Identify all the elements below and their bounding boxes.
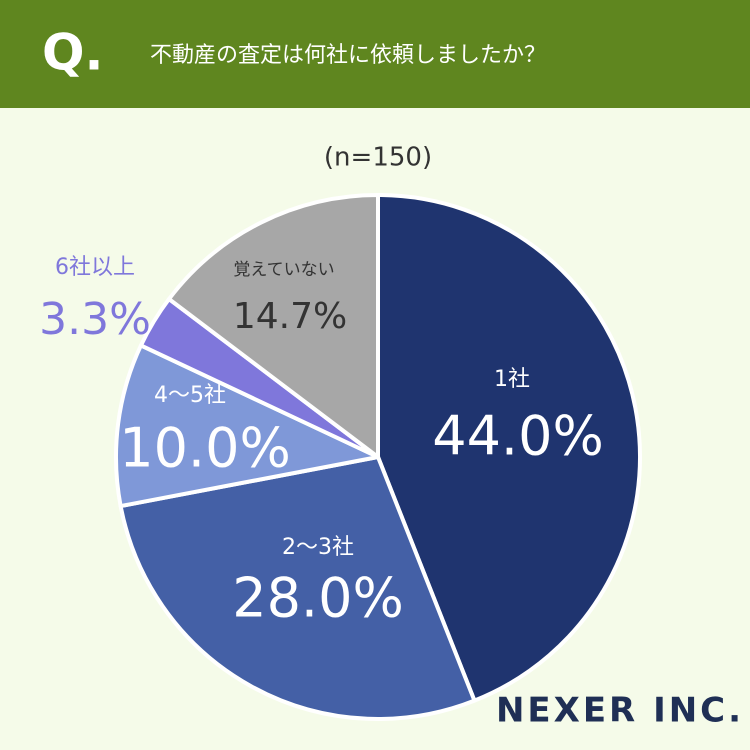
- pie: [114, 193, 642, 721]
- value-label: 10.0%: [119, 417, 291, 480]
- slice-label: 1社: [494, 367, 530, 392]
- question-mark: Q.: [42, 24, 104, 82]
- value-label: 3.3%: [39, 294, 151, 345]
- pie-slice: [166, 193, 380, 459]
- value-label: 14.7%: [233, 296, 347, 337]
- sample-size: (n=150): [324, 143, 432, 173]
- pie-slice: [114, 343, 380, 509]
- slice-label: 4〜5社: [154, 383, 226, 408]
- value-label: 28.0%: [232, 567, 404, 630]
- slice-label: 2〜3社: [282, 535, 354, 560]
- pie-slice: [376, 193, 642, 703]
- question-text: 不動産の査定は何社に依頼しましたか？: [150, 43, 546, 68]
- value-label: 44.0%: [432, 405, 604, 468]
- slice-label: 覚えていない: [233, 260, 334, 280]
- brand: NEXER INC.: [496, 691, 744, 731]
- header-bar: [0, 0, 750, 108]
- slice-label: 6社以上: [55, 255, 135, 280]
- pie-slice: [118, 455, 477, 721]
